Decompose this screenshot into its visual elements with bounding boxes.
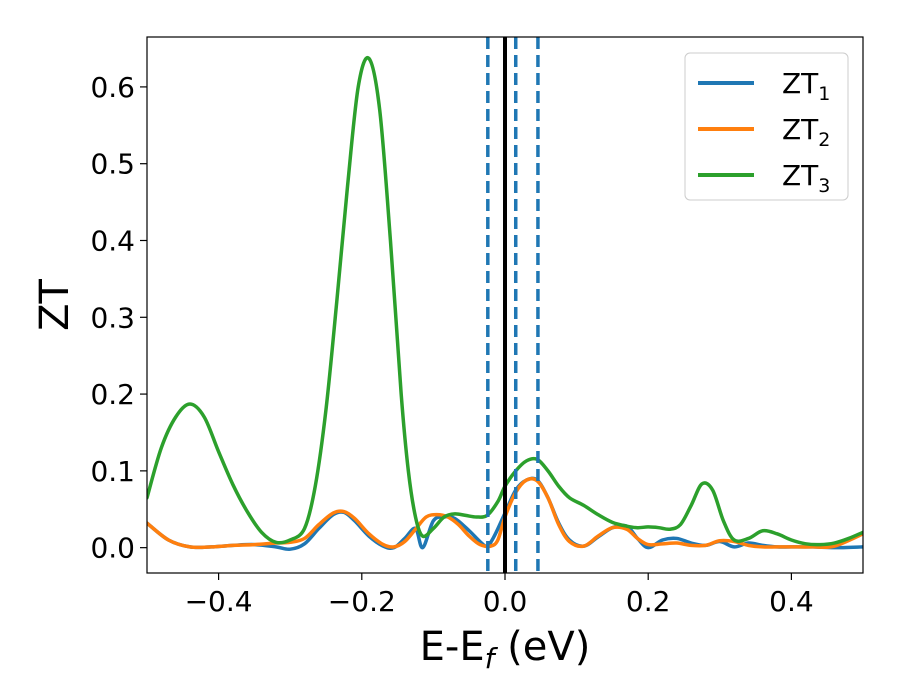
series-line-2 bbox=[147, 476, 863, 550]
y-tick-label: 0.3 bbox=[90, 301, 135, 334]
x-tick-label: 0.0 bbox=[483, 585, 528, 618]
y-axis-label: ZT bbox=[32, 279, 78, 331]
y-tick-label: 0.6 bbox=[90, 71, 135, 104]
x-tick-label: −0.2 bbox=[328, 585, 396, 618]
y-tick-label: 0.4 bbox=[90, 224, 135, 257]
y-tick-label: 0.2 bbox=[90, 378, 135, 411]
axes: −0.4 −0.2 0.0 0.2 0.4 0.0 0.1 0.2 0.3 0.4 0.5 0.6 E-… bbox=[32, 36, 864, 675]
y-tick-label: 0.5 bbox=[90, 148, 135, 181]
x-axis-label: E-Ef (eV) bbox=[420, 624, 591, 675]
legend-label-1: ZT1 bbox=[782, 67, 830, 105]
x-tick-label: 0.4 bbox=[769, 585, 814, 618]
legend: ZT1 ZT2 ZT3 bbox=[684, 52, 849, 201]
legend-label-2: ZT2 bbox=[782, 113, 830, 151]
x-tick-label: −0.4 bbox=[185, 585, 253, 618]
x-tick-label: 0.2 bbox=[626, 585, 671, 618]
legend-box bbox=[684, 52, 849, 201]
y-tick-label: 0.1 bbox=[90, 455, 135, 488]
legend-label-3: ZT3 bbox=[782, 159, 830, 197]
y-tick-label: 0.0 bbox=[90, 532, 135, 565]
plot-area bbox=[147, 37, 863, 573]
